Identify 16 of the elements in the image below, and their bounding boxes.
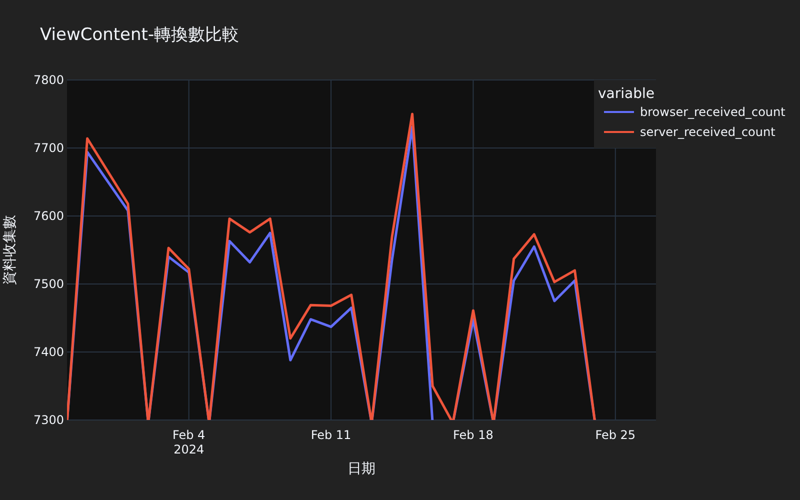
x-axis-title: 日期 [348,461,376,477]
y-tick-label: 7600 [33,209,64,223]
x-tick-label: Feb 11 [310,428,352,442]
x-tick-label: Feb 25 [595,428,636,442]
y-axis-title: 資料收集數 [2,215,18,285]
x-tick-label: Feb 4 2024 [172,428,206,456]
y-tick-label: 7800 [33,73,64,87]
chart-title: ViewContent-轉換數比較 [40,25,240,45]
y-tick-label: 7300 [33,413,64,427]
y-tick-label: 7500 [33,277,64,291]
legend-title: variable [598,86,654,102]
legend-label: browser_received_count [640,105,786,119]
y-tick-label: 7400 [33,345,64,359]
x-tick-label: Feb 18 [453,428,494,442]
y-tick-label: 7700 [33,141,64,155]
legend-label: server_received_count [640,125,776,139]
